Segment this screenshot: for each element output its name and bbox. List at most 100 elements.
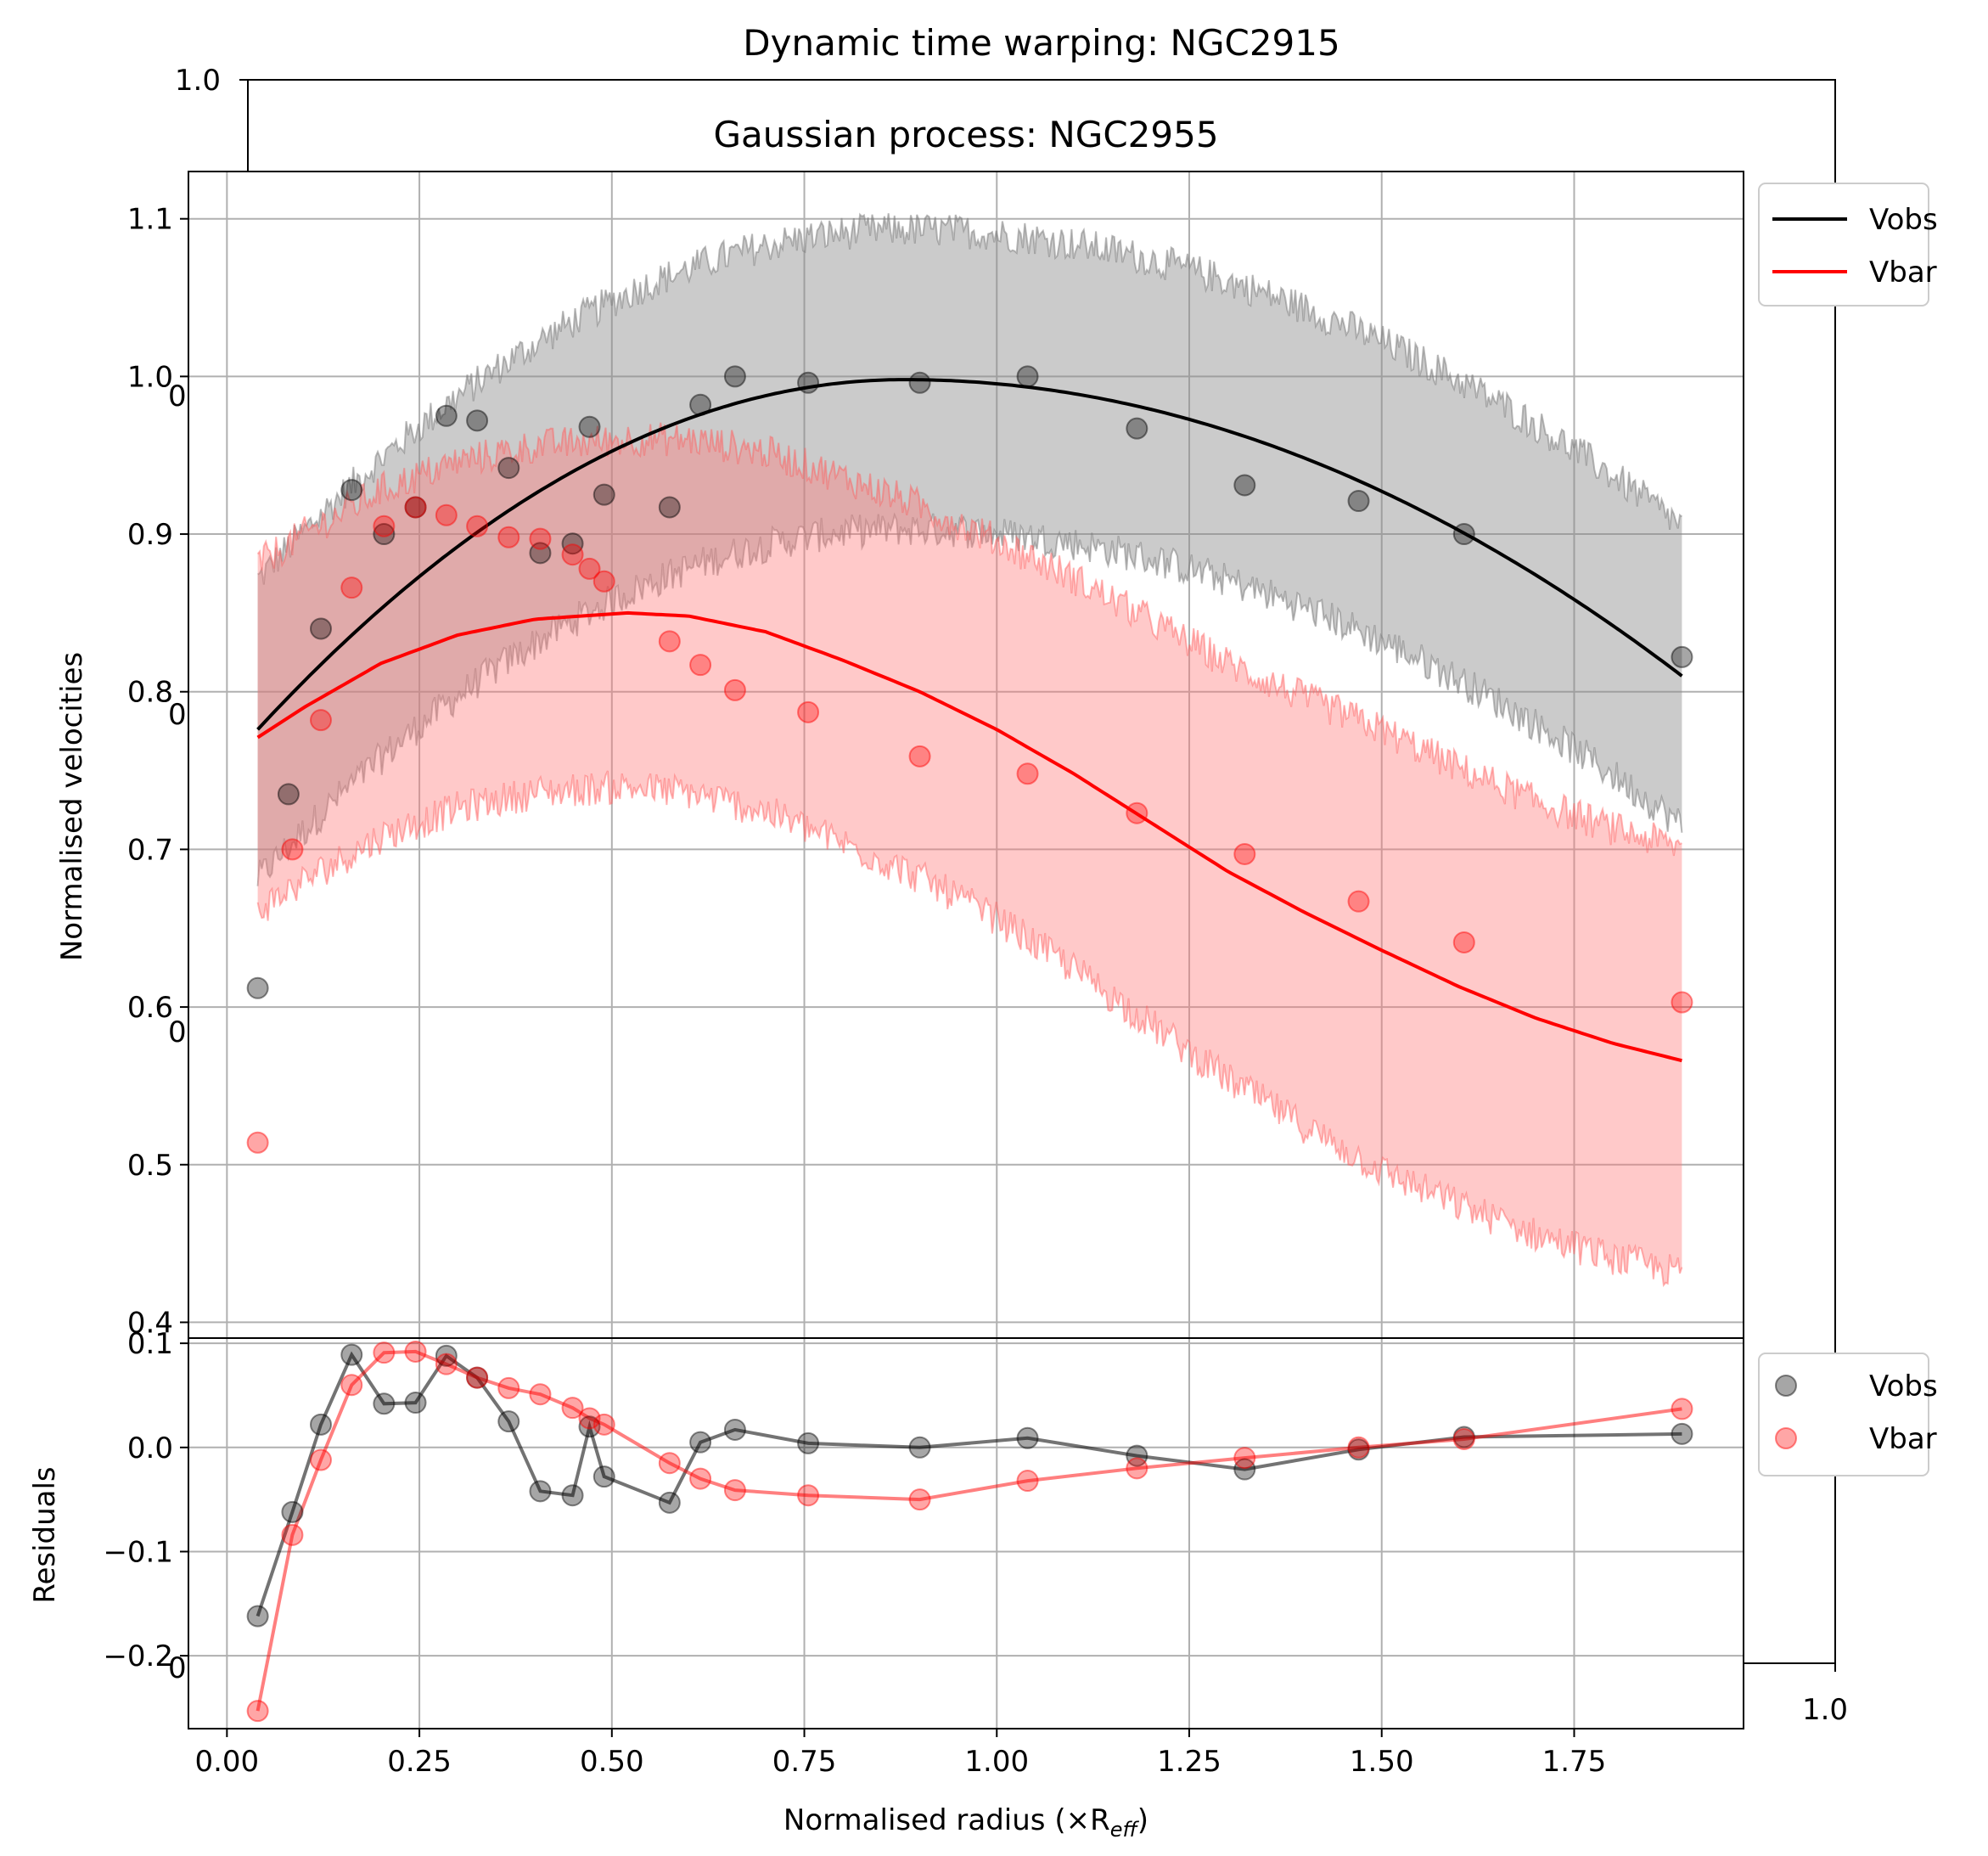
vbar-residual-point-0 bbox=[246, 1700, 269, 1723]
bottom-ytick-label-2: 0.0 bbox=[127, 1431, 173, 1465]
vobs-residual-point-6 bbox=[435, 1344, 458, 1367]
vbar-point-14 bbox=[689, 654, 712, 677]
vbar-point-1 bbox=[281, 838, 304, 861]
vobs-residual-point-14 bbox=[689, 1431, 712, 1454]
top-ytick-label-7: 1.1 bbox=[127, 203, 173, 237]
vobs-point-12 bbox=[592, 483, 615, 506]
top-ytick-label-5: 0.9 bbox=[127, 518, 173, 552]
vobs-point-11 bbox=[578, 415, 601, 438]
bottom-legend-label-vbar: Vbar bbox=[1869, 1422, 1937, 1456]
bottom-panel-residual-lines bbox=[256, 1349, 1682, 1712]
vbar-residual-point-17 bbox=[908, 1488, 931, 1511]
bottom-ytick-label-0: −0.2 bbox=[103, 1639, 173, 1673]
vobs-residual-point-22 bbox=[1452, 1426, 1475, 1448]
xlabel-subscript: eff bbox=[1110, 1818, 1140, 1842]
bottom-xtick-label-4: 1.00 bbox=[964, 1745, 1029, 1779]
vobs-point-17 bbox=[908, 371, 931, 394]
vbar-point-18 bbox=[1016, 762, 1039, 785]
bottom-xtick-label-2: 0.50 bbox=[580, 1745, 644, 1779]
vobs-point-9 bbox=[529, 542, 552, 565]
bottom-legend-marker-vobs bbox=[1775, 1375, 1797, 1397]
vbar-band-lower-edge bbox=[256, 770, 1683, 1288]
vobs-residual-point-19 bbox=[1126, 1444, 1148, 1467]
vobs-residual-point-23 bbox=[1671, 1422, 1693, 1445]
bottom-xtick-label-7: 1.75 bbox=[1542, 1745, 1607, 1779]
vobs-band-lower-edge bbox=[256, 512, 1683, 886]
xlabel-main: Normalised radius (×R bbox=[783, 1803, 1110, 1837]
vobs-band-upper-edge bbox=[257, 212, 1683, 585]
vobs-residual-point-4 bbox=[373, 1392, 396, 1415]
vobs-point-0 bbox=[246, 976, 269, 999]
vbar-residual-point-5 bbox=[404, 1340, 427, 1363]
vbar-residual-point-6 bbox=[435, 1353, 458, 1375]
vbar-residual-point-2 bbox=[309, 1448, 332, 1471]
vobs-point-7 bbox=[466, 409, 489, 432]
vbar-point-8 bbox=[497, 526, 520, 548]
vbar-residual-point-23 bbox=[1671, 1398, 1693, 1420]
bottom-panel-border bbox=[188, 1337, 1744, 1729]
vbar-point-13 bbox=[658, 630, 681, 653]
top-legend-box bbox=[1758, 183, 1929, 307]
vobs-point-15 bbox=[723, 365, 746, 388]
vobs-point-6 bbox=[435, 404, 458, 427]
top-ytick-label-4: 0.8 bbox=[127, 676, 173, 710]
vobs-residual-point-7 bbox=[466, 1366, 489, 1389]
vbar-residual-point-7 bbox=[466, 1366, 489, 1389]
vbar-point-9 bbox=[529, 527, 552, 550]
bottom-xtick-label-0: 0.00 bbox=[194, 1745, 259, 1779]
top-ytick-label-3: 0.7 bbox=[127, 833, 173, 867]
vobs-point-1 bbox=[277, 783, 300, 806]
frame-partial-ticks: 0 0 0 0 bbox=[168, 380, 187, 1685]
top-ytick-label-1: 0.5 bbox=[127, 1149, 173, 1183]
vbar-point-22 bbox=[1452, 931, 1475, 953]
bottom-panel-residual-points bbox=[246, 1340, 1693, 1723]
vbar-residual-point-12 bbox=[592, 1413, 615, 1436]
top-panel-ticks: 0.4 0.5 0.6 0.7 0.8 0.9 1.0 1.1 bbox=[127, 203, 1575, 1347]
vbar-point-10 bbox=[561, 543, 584, 566]
top-ytick-label-0: 0.4 bbox=[127, 1306, 173, 1340]
vbar-residual-point-4 bbox=[373, 1341, 396, 1364]
bottom-ytick-label-1: −0.1 bbox=[103, 1535, 173, 1569]
vobs-point-3 bbox=[340, 479, 363, 502]
bottom-panel-grid bbox=[188, 1338, 1744, 1729]
top-panel-fit-lines bbox=[256, 378, 1683, 1063]
vbar-point-5 bbox=[404, 496, 427, 519]
vbar-residual-point-18 bbox=[1016, 1470, 1039, 1493]
vbar-point-2 bbox=[309, 709, 332, 732]
vbar-residual-point-13 bbox=[658, 1452, 681, 1475]
vobs-residual-point-12 bbox=[592, 1465, 615, 1488]
vbar-point-7 bbox=[466, 515, 489, 537]
vbar-point-20 bbox=[1233, 842, 1256, 865]
vobs-point-23 bbox=[1671, 645, 1693, 668]
top-legend: Vobs Vbar bbox=[1758, 183, 1938, 307]
bottom-xtick-label-3: 0.75 bbox=[772, 1745, 837, 1779]
vbar-residual-point-9 bbox=[529, 1383, 552, 1406]
top-ytick-label-6: 1.0 bbox=[127, 360, 173, 394]
vbar-point-15 bbox=[723, 678, 746, 701]
vbar-point-6 bbox=[435, 503, 458, 526]
vbar-point-17 bbox=[908, 745, 931, 768]
vbar-residual-point-19 bbox=[1126, 1457, 1148, 1480]
vobs-point-19 bbox=[1126, 417, 1148, 440]
vobs-residual-point-21 bbox=[1347, 1438, 1370, 1461]
vbar-residual-point-15 bbox=[723, 1479, 746, 1502]
top-legend-label-vbar: Vbar bbox=[1869, 256, 1937, 290]
frame-partial-tick-3: 0 bbox=[168, 1015, 187, 1049]
frame-partial-tick-4: 0 bbox=[168, 1651, 187, 1685]
bottom-panel-ylabel: Residuals bbox=[28, 1466, 62, 1603]
vbar-residual-point-11 bbox=[578, 1407, 601, 1430]
bottom-panel-xlabel: Normalised radius (×Reff) bbox=[783, 1803, 1148, 1842]
top-panel-background bbox=[188, 172, 1744, 1338]
vobs-point-16 bbox=[797, 371, 820, 394]
vobs-point-8 bbox=[497, 457, 520, 480]
vobs-point-21 bbox=[1347, 490, 1370, 513]
vbar-residual-point-21 bbox=[1347, 1436, 1370, 1459]
vobs-residual-point-5 bbox=[404, 1392, 427, 1414]
bottom-xtick-label-1: 0.25 bbox=[387, 1745, 452, 1779]
vobs-residual-point-0 bbox=[246, 1605, 269, 1628]
vobs-residual-point-3 bbox=[340, 1343, 363, 1366]
top-panel-uncertainty-bands bbox=[256, 212, 1683, 1288]
vbar-residual-point-8 bbox=[497, 1376, 520, 1399]
bottom-ytick-label-3: 0.1 bbox=[127, 1327, 173, 1361]
vbar-residual-point-22 bbox=[1452, 1427, 1475, 1450]
